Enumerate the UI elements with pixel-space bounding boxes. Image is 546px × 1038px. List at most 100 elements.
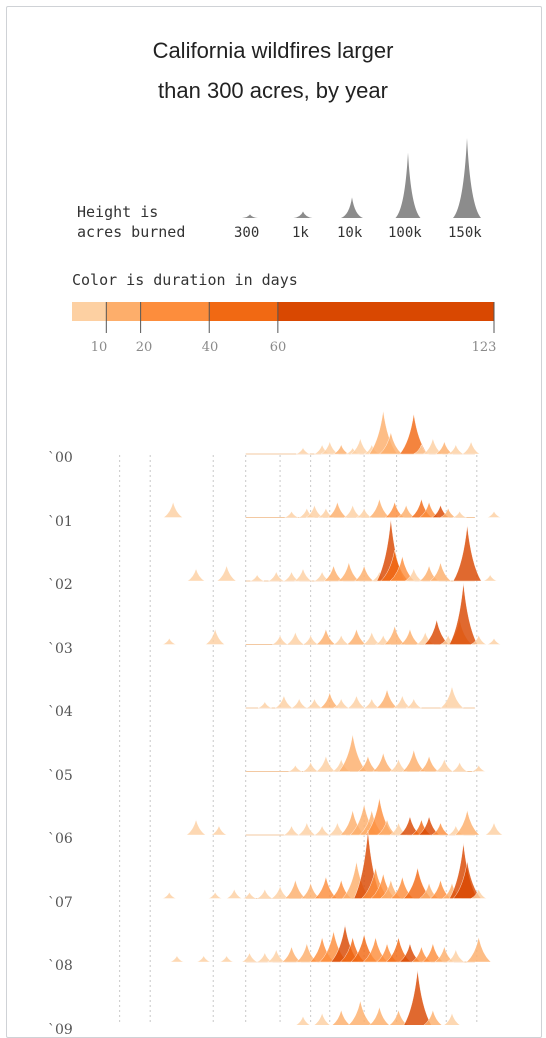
fire-peak — [315, 628, 337, 645]
fire-peak — [293, 567, 313, 582]
fire-peak — [470, 634, 487, 645]
fire-peak — [186, 567, 206, 582]
chart-title-line-2: than 300 acres, by year — [158, 78, 388, 103]
fire-peak — [283, 825, 300, 836]
fire-peak — [405, 698, 422, 709]
height-legend-peak — [453, 138, 481, 218]
fire-peak — [484, 821, 504, 836]
fire-peak — [288, 764, 303, 772]
fire-peak — [452, 525, 482, 582]
fire-peak — [323, 564, 344, 582]
fire-peak — [274, 694, 294, 709]
fire-peak — [376, 689, 399, 709]
fire-peak — [313, 1012, 331, 1025]
height-legend-size-label: 100k — [388, 225, 422, 241]
fire-peak — [162, 637, 177, 645]
height-legend-size-label: 1k — [292, 225, 309, 241]
color-legend-bin — [72, 302, 107, 321]
fire-peak — [337, 562, 360, 582]
fire-peak — [446, 948, 466, 963]
fire-peak — [443, 1012, 461, 1025]
fire-peak — [399, 628, 421, 645]
fire-peak — [286, 631, 305, 645]
fire-peak — [241, 952, 258, 963]
fire-peak — [396, 504, 416, 518]
fire-peak — [211, 825, 227, 836]
fire-peak — [205, 628, 226, 645]
height-legend-label-2: acres burned — [77, 223, 186, 241]
fire-peak — [208, 891, 223, 899]
fire-peak — [333, 698, 349, 709]
fire-peak — [291, 698, 307, 709]
fire-peak — [451, 761, 468, 772]
fire-peak — [418, 755, 440, 772]
color-legend-bin — [106, 302, 141, 321]
fire-peak — [319, 691, 340, 709]
fire-peak — [452, 510, 467, 518]
color-legend-tick: 123 — [471, 340, 497, 355]
fire-peak — [219, 955, 234, 963]
chart-title-line-1: California wildfires larger — [152, 38, 394, 63]
fire-peak — [423, 1009, 443, 1025]
fire-peak — [431, 821, 450, 836]
height-legend-peak — [293, 211, 313, 218]
height-legend-label-1: Height is — [77, 203, 159, 221]
fire-peak — [401, 749, 426, 772]
fire-peak — [440, 507, 456, 518]
year-label: `05 — [48, 767, 73, 784]
fire-peak — [333, 634, 349, 645]
fire-peak — [379, 432, 403, 455]
fire-peak — [368, 498, 391, 518]
fire-peak — [353, 564, 375, 582]
chart-card — [6, 6, 542, 1038]
fire-peak — [314, 825, 330, 836]
color-legend-tick: 60 — [269, 340, 287, 355]
fire-peak — [162, 891, 177, 899]
height-legend-peak — [395, 152, 421, 218]
fire-peak — [343, 504, 362, 518]
fire-peak — [242, 891, 257, 899]
fire-peak — [196, 955, 211, 963]
fire-peak — [270, 885, 290, 899]
fire-peak — [296, 447, 310, 455]
year-label: `01 — [48, 513, 73, 530]
fire-peak — [338, 734, 368, 772]
fire-peak — [266, 948, 286, 963]
fire-peak — [284, 510, 299, 518]
color-legend-tick: 20 — [135, 340, 153, 355]
year-label: `06 — [48, 831, 73, 847]
year-label: `04 — [48, 704, 73, 720]
fire-peak — [314, 876, 338, 899]
fire-peak — [257, 888, 273, 899]
year-label: `00 — [48, 450, 73, 466]
year-label: `08 — [48, 958, 73, 974]
fire-peak — [483, 574, 498, 582]
fire-peak — [465, 937, 492, 963]
fire-peak — [471, 764, 486, 772]
fire-peak — [281, 945, 302, 963]
fire-peak — [435, 758, 454, 772]
height-legend-size-label: 150k — [448, 225, 482, 241]
fire-peak — [257, 701, 272, 709]
fire-peak — [440, 686, 464, 709]
fire-peak — [302, 634, 319, 645]
fire-peak — [448, 444, 464, 455]
fire-peak — [372, 752, 395, 772]
fire-peak — [383, 625, 406, 645]
fire-peak — [302, 761, 319, 772]
fire-peak — [284, 879, 307, 899]
fire-peak — [487, 637, 501, 645]
fire-peak — [356, 507, 372, 518]
fire-peak — [454, 810, 480, 836]
height-legend-size-label: 10k — [337, 225, 363, 241]
color-legend-bin — [277, 302, 494, 321]
fire-peak — [449, 582, 478, 645]
fire-peak — [350, 437, 371, 455]
fire-peak — [487, 510, 501, 518]
fire-peak — [461, 440, 481, 455]
color-legend-bin — [140, 302, 210, 321]
fire-peak — [250, 574, 265, 582]
fire-peak — [363, 698, 380, 709]
year-label: `02 — [48, 577, 73, 593]
fire-peak — [272, 634, 288, 645]
